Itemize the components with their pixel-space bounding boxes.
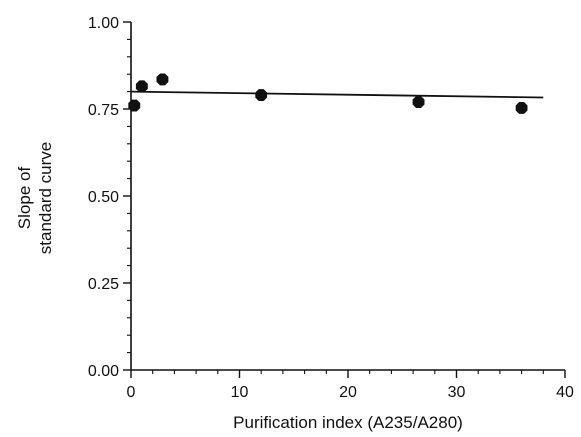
y-tick-label: 0.25 — [88, 276, 119, 293]
y-tick-label: 0.50 — [88, 189, 119, 206]
x-tick-label: 30 — [448, 384, 466, 401]
data-point — [412, 96, 425, 108]
axes — [130, 22, 565, 371]
y-tick-label: 1.00 — [88, 15, 119, 32]
ticks: 0.00 0.25 0.50 0.75 1.00 0 10 20 30 40 — [88, 15, 574, 401]
fit-line-group — [130, 90, 544, 99]
y-tick-label: 0.75 — [88, 102, 119, 119]
y-tick-label: 0.00 — [88, 363, 119, 380]
y-axis-label-line1: Slope of — [15, 167, 34, 230]
fit-line — [130, 90, 544, 99]
y-axis-label-line2: standard curve — [36, 142, 55, 254]
x-tick-label: 0 — [127, 384, 136, 401]
data-point — [515, 102, 528, 114]
x-axis-label: Purification index (A235/A280) — [233, 413, 463, 432]
x-tick-label: 40 — [556, 384, 574, 401]
data-point — [135, 80, 148, 93]
data-point — [128, 99, 141, 112]
x-tick-label: 20 — [339, 384, 357, 401]
data-point — [255, 89, 268, 101]
x-tick-label: 10 — [231, 384, 249, 401]
data-points — [128, 73, 528, 114]
data-point — [156, 73, 169, 86]
axis-labels: Purification index (A235/A280) Slope of … — [15, 142, 463, 432]
